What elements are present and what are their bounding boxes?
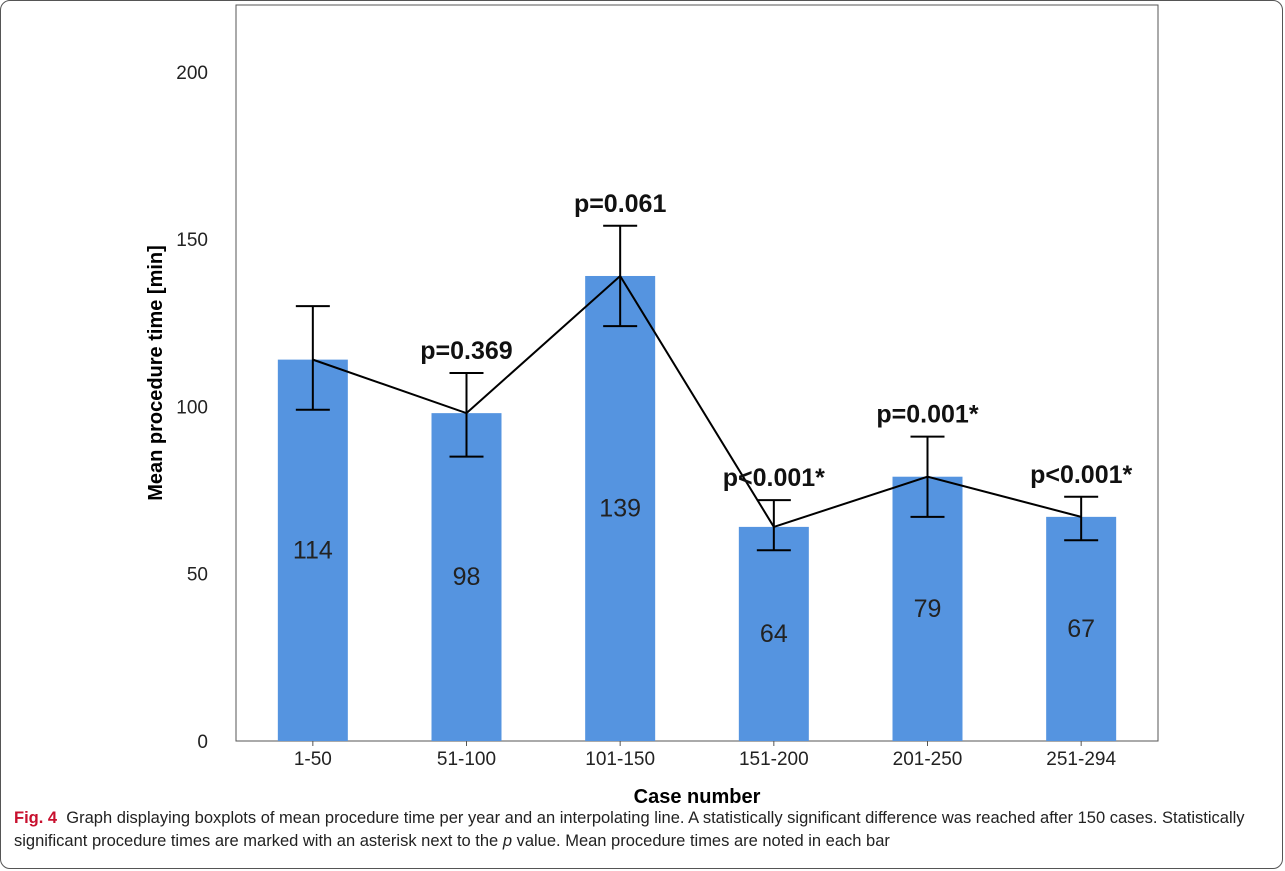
y-tick-label: 150: [176, 230, 208, 251]
p-value-label: p=0.369: [420, 337, 512, 365]
bar: [277, 359, 348, 741]
caption-figure-label: Fig. 4: [14, 809, 58, 827]
y-axis-ticks: 0 50 100 150 200: [176, 63, 208, 753]
x-tick-label: 101-150: [585, 749, 655, 770]
x-axis-label: Case number: [634, 786, 761, 808]
p-value-label: p<0.001*: [1030, 461, 1132, 489]
x-tick-label: 251-294: [1046, 749, 1116, 770]
bar: [892, 476, 963, 741]
p-value-label: p=0.001*: [876, 401, 978, 429]
x-tick-label: 201-250: [893, 749, 963, 770]
p-value-label: p=0.061: [574, 190, 667, 218]
caption-text: Graph displaying boxplots of mean proced…: [14, 809, 1245, 850]
bar-value-label: 98: [453, 563, 481, 591]
y-tick-label: 100: [176, 397, 208, 418]
x-tick-label: 1-50: [294, 749, 332, 770]
x-axis-ticks: 1-50 51-100 101-150 151-200 201-250 251-294: [294, 741, 1116, 770]
mean-line: [312, 274, 1082, 529]
y-tick-label: 50: [187, 565, 208, 586]
p-value-labels: p=0.369 p=0.061 p<0.001* p=0.001* p<0.001*: [420, 190, 1132, 492]
bar-value-label: 79: [914, 595, 942, 623]
p-value-label: p<0.001*: [723, 464, 825, 492]
bar-value-label: 139: [599, 494, 641, 522]
bar-value-labels: 114 98 139 64 79 67: [293, 494, 1095, 647]
caption-text-end: value. Mean procedure times are noted in…: [512, 832, 890, 850]
bar: [738, 526, 809, 741]
bar-value-label: 64: [760, 620, 788, 648]
y-axis-label: Mean procedure time [min]: [145, 245, 167, 501]
plot-area: [235, 4, 1159, 742]
x-tick-label: 51-100: [437, 749, 496, 770]
bar: [431, 413, 502, 741]
bars: [277, 275, 1117, 741]
bar-value-label: 114: [293, 536, 333, 564]
y-tick-label: 200: [176, 63, 208, 84]
bar: [585, 275, 656, 741]
bar-value-label: 67: [1067, 615, 1095, 643]
caption-p-italic: p: [502, 832, 512, 850]
bar: [1046, 516, 1117, 741]
y-tick-label: 0: [197, 732, 208, 753]
x-tick-label: 151-200: [739, 749, 809, 770]
error-bars: [295, 224, 1099, 552]
figure-caption: Fig. 4 Graph displaying boxplots of mean…: [14, 807, 1276, 853]
